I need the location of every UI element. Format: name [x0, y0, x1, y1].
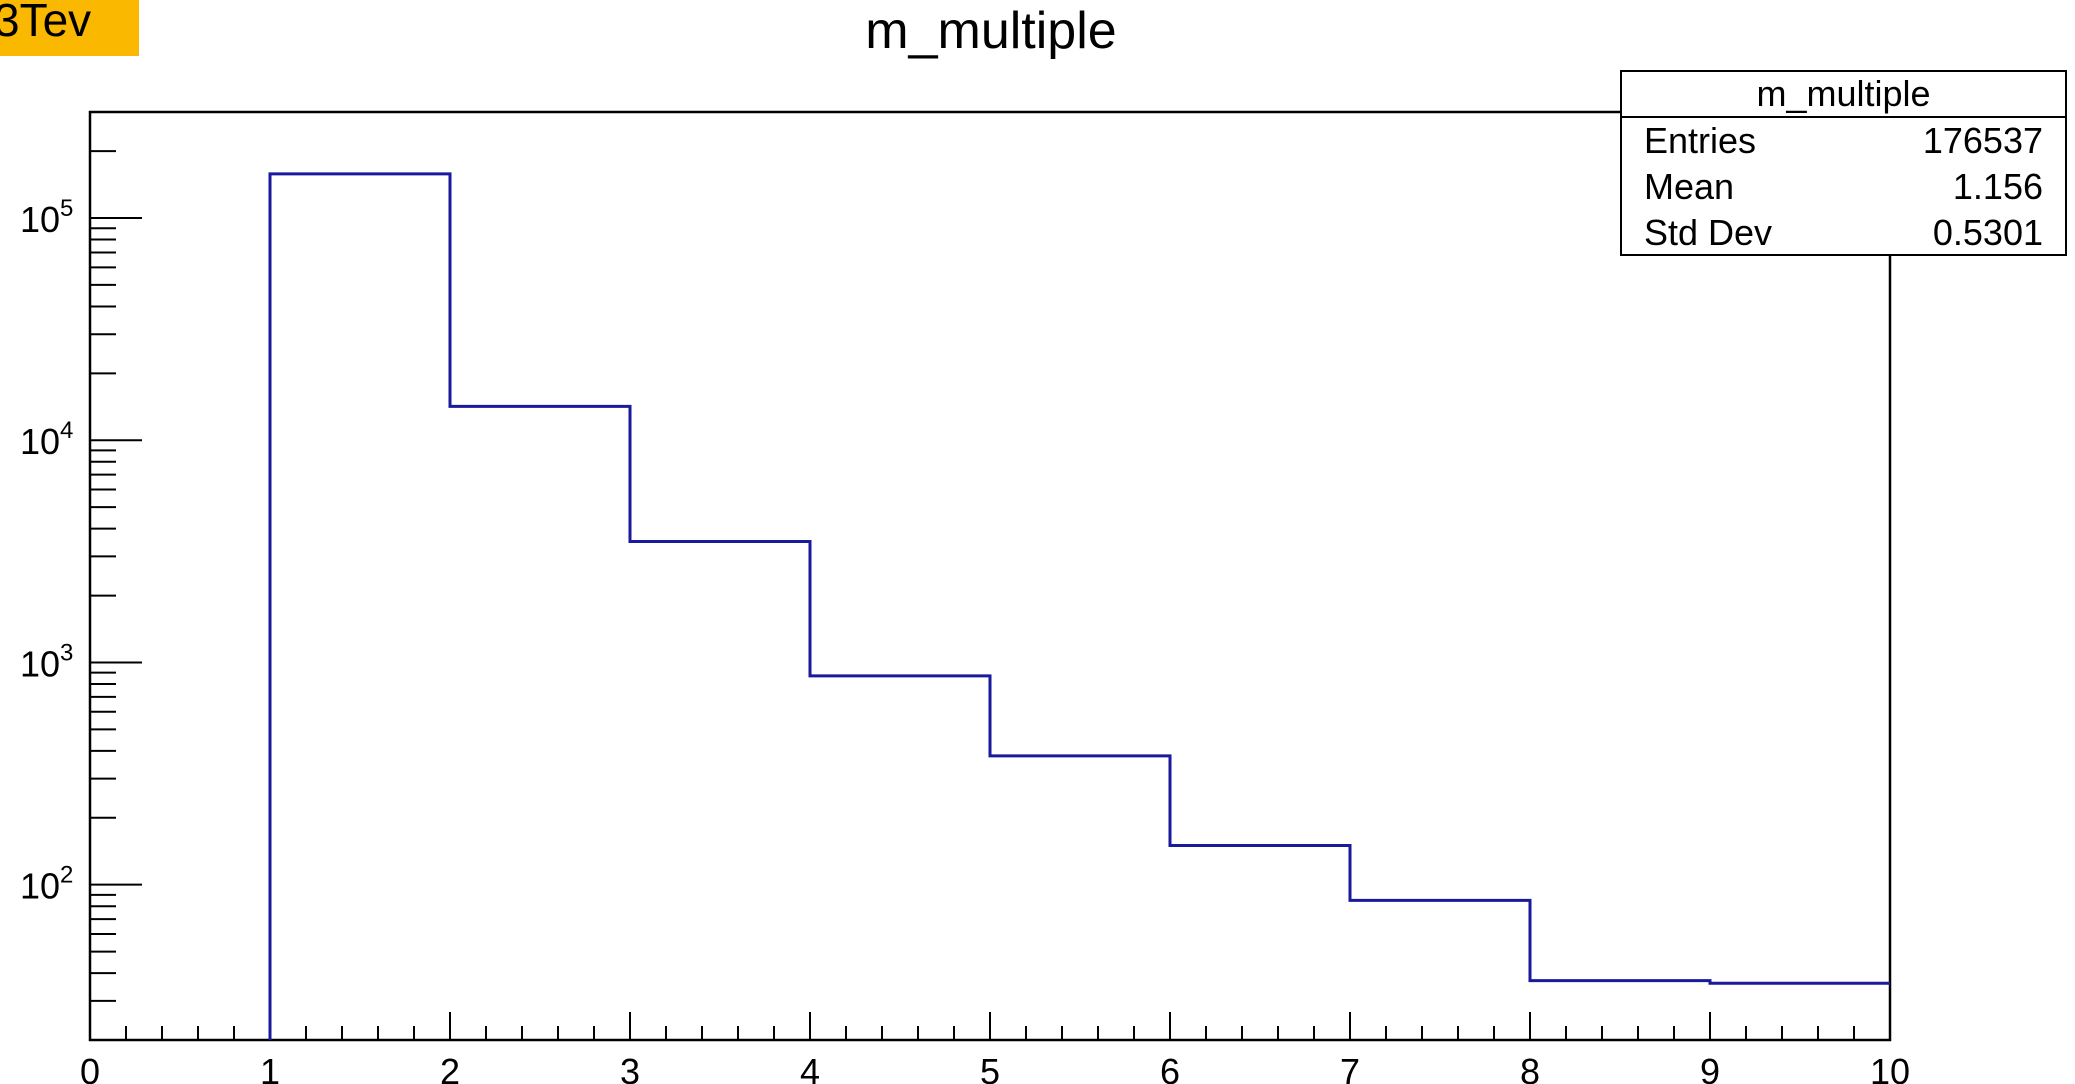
- x-tick-label: 0: [80, 1051, 100, 1084]
- y-tick-exponent: 5: [60, 195, 73, 222]
- stats-value: 0.5301: [1932, 212, 2043, 253]
- stats-row-stddev: Std Dev 0.5301: [1622, 210, 2065, 256]
- corner-badge: 3Tev: [0, 0, 139, 56]
- x-tick-label: 4: [800, 1051, 820, 1084]
- x-tick-label: 1: [260, 1051, 280, 1084]
- chart-title: m_multiple: [865, 2, 1116, 60]
- stats-title: m_multiple: [1622, 72, 2065, 118]
- stats-value: 1.156: [1952, 166, 2043, 207]
- y-tick-exponent: 3: [60, 639, 73, 666]
- y-tick-base: 10: [20, 421, 60, 462]
- y-tick-label: 103: [20, 639, 73, 684]
- x-tick-label: 9: [1700, 1051, 1720, 1084]
- histogram-bin: [1170, 846, 1350, 1040]
- x-tick-label: 2: [440, 1051, 460, 1084]
- histogram-bin: [630, 542, 810, 1040]
- y-tick-label: 102: [20, 862, 73, 907]
- histogram-bin: [1530, 981, 1710, 1040]
- x-tick-label: 7: [1340, 1051, 1360, 1084]
- histogram-bin: [1350, 900, 1530, 1040]
- x-tick-label: 8: [1520, 1051, 1540, 1084]
- stats-label: Std Dev: [1644, 212, 1773, 253]
- histogram-bin: [270, 174, 450, 1040]
- stats-label: Mean: [1644, 166, 1735, 207]
- x-tick-label: 6: [1160, 1051, 1180, 1084]
- y-tick-base: 10: [20, 643, 60, 684]
- stats-box: m_multiple Entries 176537 Mean 1.156 Std…: [1620, 70, 2067, 256]
- stats-value: 176537: [1922, 120, 2043, 161]
- histogram-bin: [1710, 983, 1890, 1040]
- stats-row-mean: Mean 1.156: [1622, 164, 2065, 210]
- histogram-bin: [990, 756, 1170, 1040]
- y-tick-label: 105: [20, 195, 73, 240]
- y-tick-label: 104: [20, 417, 73, 462]
- y-tick-base: 10: [20, 866, 60, 907]
- y-tick-exponent: 4: [60, 417, 73, 444]
- x-tick-label: 3: [620, 1051, 640, 1084]
- histogram-outline: [268, 172, 1890, 1040]
- histogram-bin: [450, 406, 630, 1040]
- stats-row-entries: Entries 176537: [1622, 118, 2065, 164]
- x-tick-label: 10: [1870, 1051, 1910, 1084]
- histogram-series: [268, 172, 1890, 1040]
- stats-label: Entries: [1644, 120, 1757, 161]
- x-tick-label: 5: [980, 1051, 1000, 1084]
- y-tick-base: 10: [20, 199, 60, 240]
- histogram-bin: [810, 676, 990, 1040]
- y-tick-exponent: 2: [60, 862, 73, 889]
